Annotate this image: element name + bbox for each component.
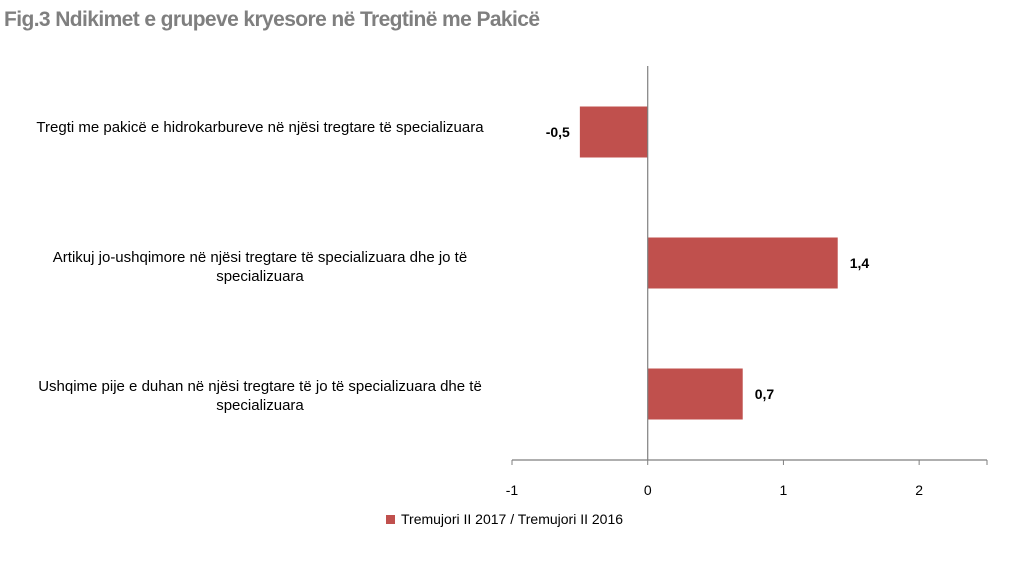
data-label-2: 0,7 — [755, 386, 775, 402]
chart-title: Fig.3 Ndikimet e grupeve kryesore në Tre… — [4, 8, 540, 31]
legend-swatch — [386, 514, 395, 524]
bar-0 — [579, 106, 648, 158]
legend-label: Tremujori II 2017 / Tremujori II 2016 — [401, 511, 624, 527]
bar-2 — [647, 368, 743, 420]
x-tick-label-2: 1 — [780, 482, 788, 498]
category-label-non-food: Artikuj jo-ushqimore në njësi tregtare t… — [52, 249, 468, 285]
x-tick-label-3: 2 — [915, 482, 923, 498]
legend: Tremujori II 2017 / Tremujori II 2016 — [386, 511, 623, 527]
data-label-0: -0,5 — [546, 124, 570, 140]
x-tick-label-1: 0 — [644, 482, 652, 498]
category-label-food-drinks-tobacco: Ushqime pije e duhan në njësi tregtare t… — [38, 378, 482, 414]
bar-1 — [647, 237, 838, 289]
category-label-hydrocarbons: Tregti me pakicë e hidrokarbureve në një… — [36, 119, 484, 136]
x-tick-label-0: -1 — [506, 482, 519, 498]
data-label-1: 1,4 — [850, 255, 870, 271]
